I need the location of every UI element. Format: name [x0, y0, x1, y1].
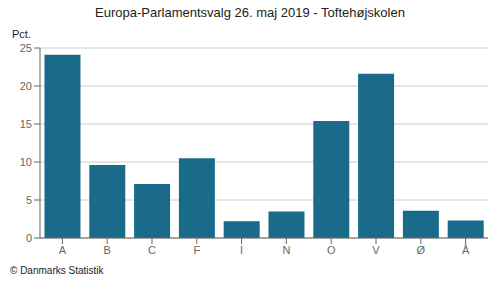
- svg-text:C: C: [148, 244, 156, 256]
- html-text:Pct.: Pct.: [12, 28, 31, 40]
- svg-text:5: 5: [26, 194, 32, 206]
- html-text:© Danmarks Statistik: © Danmarks Statistik: [10, 265, 104, 276]
- svg-text:A: A: [59, 244, 67, 256]
- svg-text:I: I: [240, 244, 243, 256]
- svg-text:V: V: [372, 244, 380, 256]
- svg-text:B: B: [104, 244, 111, 256]
- svg-text:O: O: [327, 244, 336, 256]
- svg-text:F: F: [193, 244, 200, 256]
- svg-text:Å: Å: [462, 244, 470, 256]
- svg-text:Ø: Ø: [417, 244, 426, 256]
- svg-text:N: N: [282, 244, 290, 256]
- svg-text:10: 10: [20, 156, 32, 168]
- svg-text:0: 0: [26, 232, 32, 244]
- svg-text:20: 20: [20, 80, 32, 92]
- svg-text:15: 15: [20, 118, 32, 130]
- html-text:Europa-Parlamentsvalg 26. maj: Europa-Parlamentsvalg 26. maj 2019 - Tof…: [95, 5, 405, 20]
- svg-text:25: 25: [20, 42, 32, 54]
